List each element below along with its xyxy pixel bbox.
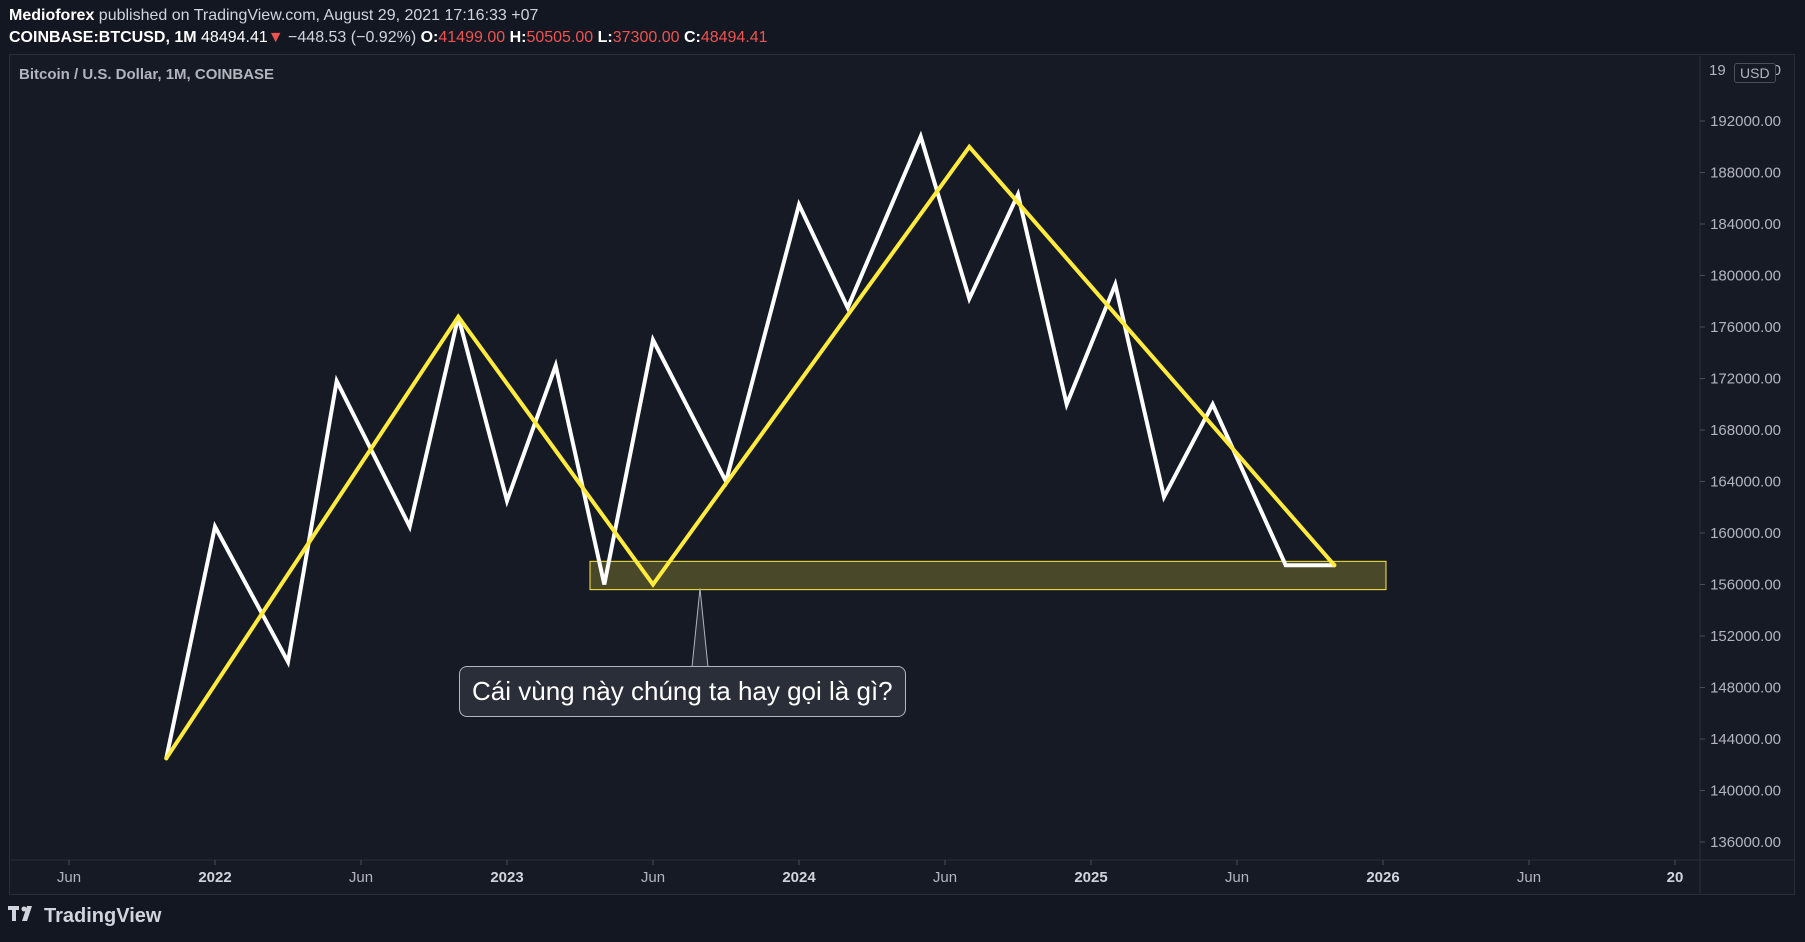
open-value: 41499.00 [438, 29, 506, 46]
y-tick-label: 144000.00 [1710, 731, 1781, 748]
y-tick-label: 140000.00 [1710, 783, 1781, 800]
low-label: L: [597, 29, 613, 46]
y-tick-label: 192000.00 [1710, 113, 1781, 130]
symbol-line: COINBASE:BTCUSD, 1M 48494.41▼ −448.53 (−… [9, 28, 768, 50]
tradingview-logo[interactable]: TradingView [8, 905, 161, 928]
callout-annotation[interactable]: Cái vùng này chúng ta hay gọi là gì? [459, 666, 906, 717]
price-zigzag-line [164, 130, 1337, 761]
publisher-line: Medioforex published on TradingView.com,… [9, 6, 768, 28]
x-tick-label: Jun [1517, 869, 1541, 886]
x-tick-label: 2026 [1366, 869, 1399, 886]
y-tick-label: 156000.00 [1710, 577, 1781, 594]
y-tick-label: 136000.00 [1710, 834, 1781, 851]
x-tick-label: Jun [57, 869, 81, 886]
y-tick-label: 188000.00 [1710, 165, 1781, 182]
close-label: C: [683, 29, 701, 46]
y-tick-label: 152000.00 [1710, 628, 1781, 645]
y-tick-label: 160000.00 [1710, 525, 1781, 542]
published-info: published on TradingView.com, August 29,… [98, 7, 539, 24]
x-tick-label: 20 [1667, 869, 1684, 886]
tradingview-glyph-icon [8, 906, 32, 921]
high-label: H: [509, 29, 527, 46]
down-arrow-icon: ▼ [267, 29, 284, 46]
y-tick-label: 176000.00 [1710, 319, 1781, 336]
y-tick-label: 172000.00 [1710, 371, 1781, 388]
close-value: 48494.41 [700, 29, 768, 46]
x-tick-label: 2025 [1074, 869, 1107, 886]
y-tick-label: 164000.00 [1710, 474, 1781, 491]
tradingview-mark-icon [8, 905, 38, 928]
x-tick-label: 2024 [782, 869, 816, 886]
chart-pane[interactable] [9, 54, 1795, 895]
price-change: −448.53 (−0.92%) [288, 29, 417, 46]
support-zone [589, 560, 1387, 591]
x-tick-label: 2022 [198, 869, 231, 886]
x-tick-label: Jun [1225, 869, 1249, 886]
x-tick-label: 2023 [490, 869, 523, 886]
trend-zigzag-line [164, 143, 1337, 761]
callout-pointer [691, 588, 709, 668]
currency-badge[interactable]: USD [1734, 63, 1776, 83]
x-tick-label: Jun [933, 869, 957, 886]
brand-name: TradingView [44, 905, 162, 927]
y-tick-label: 180000.00 [1710, 268, 1781, 285]
symbol-label: COINBASE:BTCUSD, 1M [9, 29, 197, 46]
high-value: 50505.00 [526, 29, 594, 46]
chart-title: Bitcoin / U.S. Dollar, 1M, COINBASE [19, 66, 275, 83]
current-price: 48494.41 [201, 29, 268, 46]
y-tick-label: 184000.00 [1710, 216, 1781, 233]
low-value: 37300.00 [612, 29, 680, 46]
x-tick-label: Jun [641, 869, 665, 886]
x-tick-label: Jun [349, 869, 373, 886]
y-tick-label: 148000.00 [1710, 680, 1781, 697]
publisher-name[interactable]: Medioforex [9, 7, 95, 24]
open-label: O: [420, 29, 439, 46]
y-tick-label: 168000.00 [1710, 422, 1781, 439]
y-tick-label-partial: 19 [1709, 62, 1726, 79]
publication-header: Medioforex published on TradingView.com,… [9, 6, 768, 50]
